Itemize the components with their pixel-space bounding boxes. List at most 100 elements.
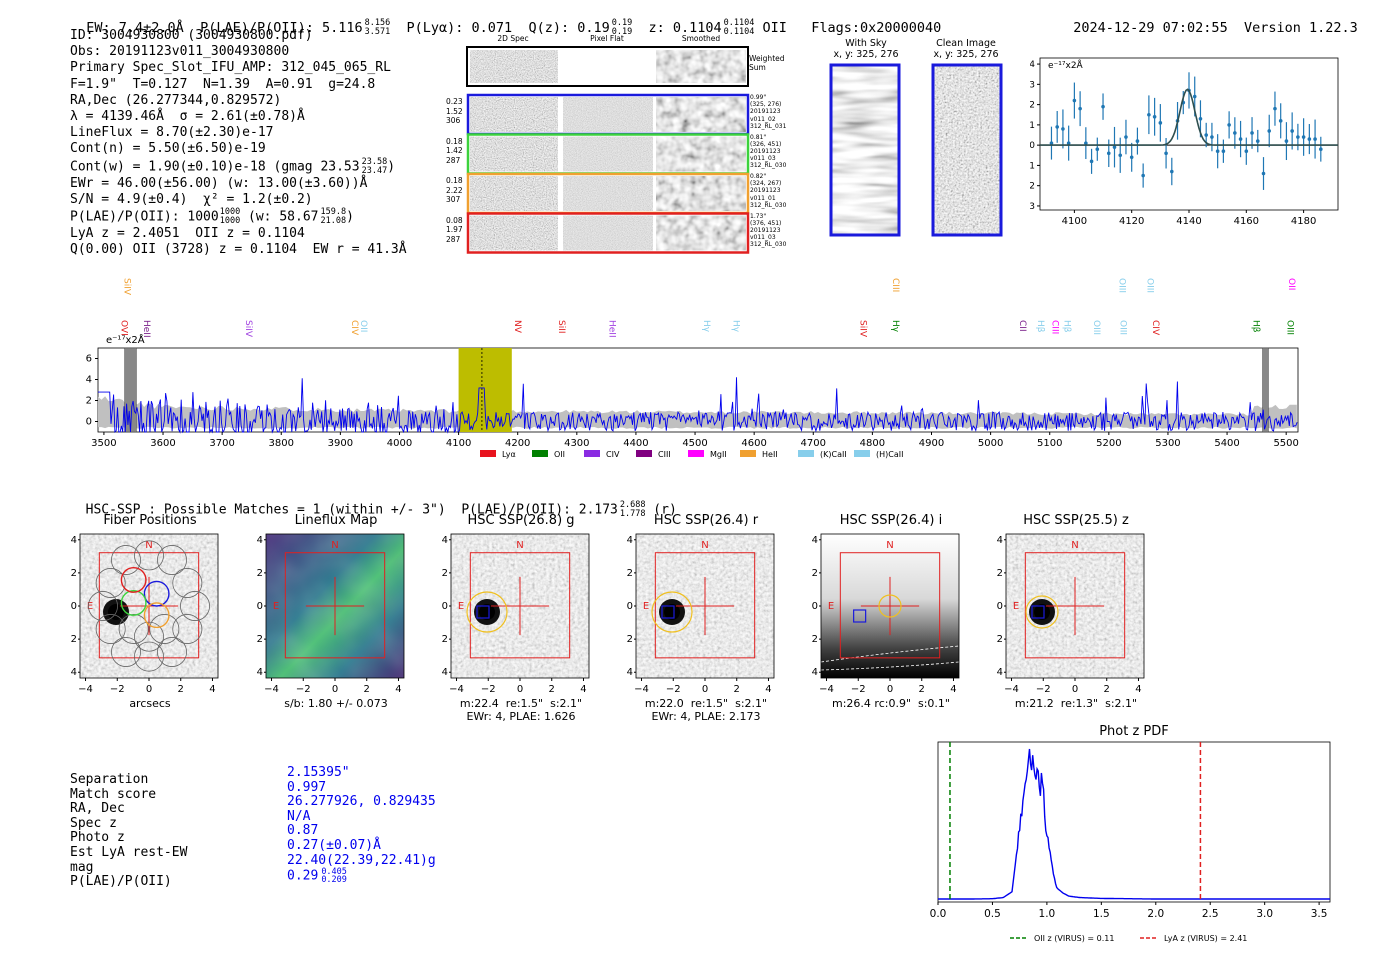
- spectrum-line-label: Hβ: [1062, 320, 1072, 333]
- line-fit-point: [1049, 141, 1054, 145]
- aperture-ellipse: [1025, 595, 1059, 629]
- line-fit-point: [1089, 159, 1094, 164]
- line-fit-point: [1233, 131, 1237, 135]
- info-plae-lo: 1000: [219, 216, 241, 227]
- line-fit-ytick: 4: [1030, 60, 1035, 70]
- spectrum-xtick: 4200: [505, 438, 530, 449]
- line-fit-ytick: 1: [1030, 121, 1035, 131]
- cutout-pixelflat-1: [563, 136, 653, 172]
- info-fiber: F=1.9" T=0.127 N=1.39 A=0.91 g=24.8: [70, 76, 376, 92]
- panel-ytick: 0: [812, 601, 818, 612]
- fiber-circle: [95, 614, 126, 644]
- panel-xtick: 2: [364, 684, 370, 695]
- info-cont-w-tail: ): [387, 159, 396, 175]
- match-key: Photo z: [70, 830, 125, 846]
- line-fit-point: [1129, 155, 1134, 160]
- panel-xtick: −2: [1036, 684, 1051, 695]
- spectrum-line-label: OII: [1286, 278, 1296, 290]
- clean-image-label: Clean Image: [936, 38, 996, 49]
- search-box: [284, 552, 386, 659]
- line-fit-ytick: -1: [1030, 161, 1035, 171]
- line-fit-xtick: 4160: [1234, 216, 1259, 227]
- info-id: ID: 3004930800 (3004930800.pdf): [70, 28, 313, 43]
- header-plae: P(LAE)/P(OII): 5.116: [200, 20, 363, 36]
- detection-info: ID: 3004930800 (3004930800.pdf) Obs: 201…: [70, 28, 407, 258]
- match-value: N/A: [287, 808, 311, 824]
- spectrum-line-label: Hγ: [731, 320, 741, 333]
- info-plae-text: P(LAE)/P(OII): 1000: [70, 209, 219, 225]
- image-panel-title: HSC SSP(26.4) i: [839, 513, 943, 528]
- panel-ytick: 0: [71, 601, 77, 612]
- image-panel-svg: N E 4 2 0 −2 −4−4 −2 0 2 4: [441, 533, 590, 695]
- line-fit-xtick: 4140: [1176, 216, 1201, 227]
- east-label: E: [1013, 601, 1019, 612]
- spectrum-chart: 3500 3600 3700 3800 3900 4000 4100 4200 4300 4400…: [86, 278, 1299, 459]
- cutout-right-value: 312_RL_030: [750, 241, 787, 249]
- image-panel-note: m:22.0 re:1.5" s:2.1": [644, 697, 768, 710]
- cutout-col-smoothed: Smoothed: [681, 34, 721, 43]
- match-key: Spec z: [70, 815, 117, 831]
- match-plae-value: 0.29: [287, 868, 319, 884]
- fiber-circle: [95, 568, 126, 598]
- header-plya: P(Lyα): 0.071: [406, 20, 513, 36]
- spectrum-xtick: 4600: [741, 438, 766, 449]
- cutout-pixelflat-3: [563, 215, 653, 251]
- panel-ytick: −4: [441, 667, 448, 678]
- cutout-right-value: (325, 276): [750, 101, 782, 109]
- galaxy-core: [664, 604, 680, 620]
- spectrum-xtick: 4100: [446, 438, 471, 449]
- image-panel-1: Lineflux Map N E 4 2 0 −2 −4−4 −2 0 2 4 s/b: 1.80 +/…: [256, 510, 416, 730]
- panel-xtick: 0: [1072, 684, 1078, 695]
- fiber-circle: [172, 568, 203, 598]
- panel-xtick: −4: [449, 684, 464, 695]
- cutout-col-2dspec: 2D Spec: [497, 34, 529, 43]
- cutout-smoothed-2: [656, 176, 746, 211]
- match-box: [853, 609, 867, 623]
- header-datetime: 2024-12-29 07:02:55: [1073, 20, 1228, 36]
- search-box: [98, 552, 200, 659]
- with-sky-title: With Sky x, y: 325, 276: [822, 38, 910, 60]
- panel-xtick: −4: [634, 684, 649, 695]
- fiber-circle: [111, 545, 141, 575]
- hsc-summary-lo: 1.778: [619, 509, 646, 519]
- panel-ytick: 2: [997, 568, 1003, 579]
- header-z: z: 0.1104: [648, 20, 722, 36]
- spectrum-xtick: 5400: [1214, 438, 1239, 449]
- with-sky-xy: x, y: 325, 276: [833, 49, 899, 60]
- fiber-circle: [149, 614, 180, 644]
- spectrum-xtick: 4900: [919, 438, 944, 449]
- panel-xtick: 2: [178, 684, 184, 695]
- panel-ytick: −4: [811, 667, 818, 678]
- photz-title: Phot z PDF: [1099, 724, 1169, 739]
- cutout-left-value: 0.23: [446, 97, 463, 106]
- header-version: Version 1.22.3: [1243, 20, 1358, 36]
- panel-ytick: 0: [257, 601, 263, 612]
- photz-curve: [938, 748, 1330, 900]
- line-fit-xtick: 4180: [1291, 216, 1316, 227]
- cutout-col-pixelflat: Pixel Flat: [590, 34, 624, 43]
- spectrum-mask: [124, 347, 137, 433]
- spectrum-legend-swatch: [854, 450, 870, 457]
- east-label: E: [273, 601, 279, 612]
- panel-ytick: 4: [71, 535, 77, 546]
- spectrum-xtick: 4500: [682, 438, 707, 449]
- photz-xtick: 0.0: [930, 908, 947, 920]
- spectrum-legend-swatch: [636, 450, 652, 457]
- fiber-circle: [157, 637, 187, 667]
- cutout-left-value: 306: [446, 116, 461, 125]
- panel-ytick: −2: [811, 634, 818, 645]
- line-fit-point: [1141, 173, 1145, 178]
- image-panel-note: EWr: 4, PLAE: 1.626: [466, 710, 576, 723]
- photz-xtick: 2.5: [1202, 908, 1219, 920]
- cutout-pixelflat-0: [563, 97, 653, 132]
- spectrum-legend-swatch: [798, 450, 814, 457]
- cutout-right-value: v011_03: [750, 234, 776, 242]
- line-fit-ytick: -3: [1030, 202, 1035, 212]
- line-fit-point: [1158, 121, 1163, 125]
- cutout-right-value: 312_RL_031: [750, 122, 787, 130]
- match-plae-hi: 0.405: [321, 867, 347, 878]
- spectrum-line-label: CIII: [890, 278, 900, 292]
- cutout-left-label-1: 0.18 1.42 287: [446, 137, 463, 166]
- sky-clean-images: [829, 63, 1003, 237]
